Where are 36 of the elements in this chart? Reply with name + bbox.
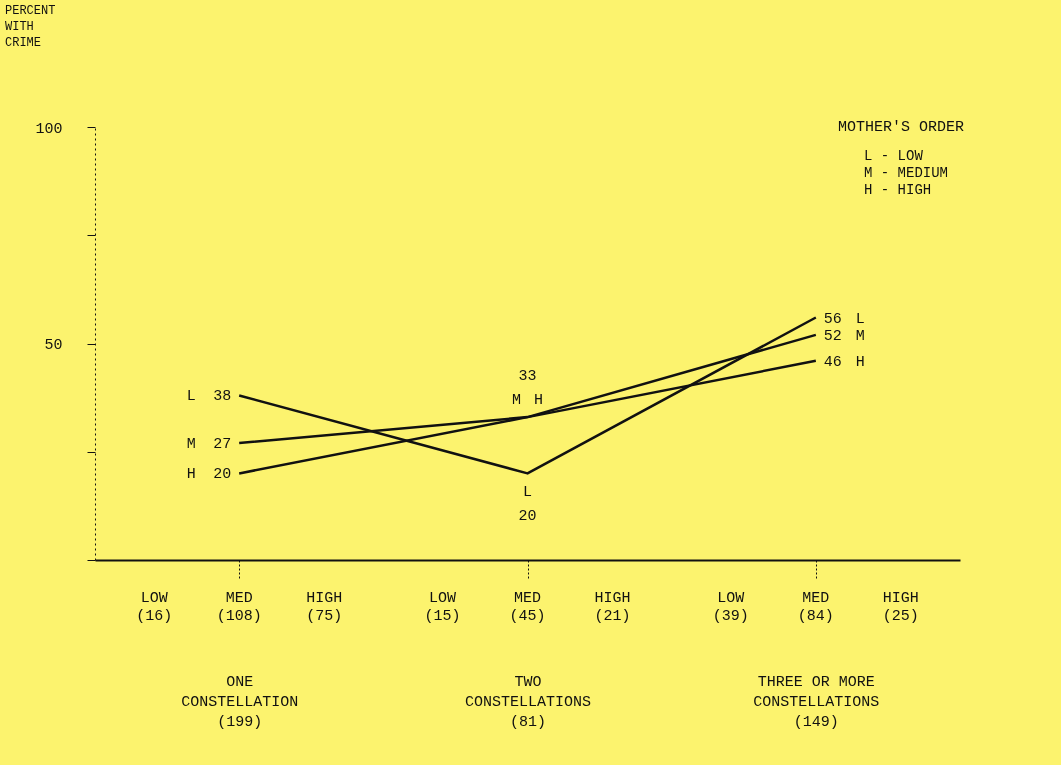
text: M [855,327,865,345]
text: H [186,466,196,484]
data-label: 27 [213,436,232,454]
text: M [186,436,196,454]
annotation: MOTHER'S ORDER [838,119,965,136]
y-tick-label: 50 [44,337,63,354]
data-label: 52 [823,327,842,345]
data-label: 46 [823,353,842,371]
series-label: H [533,392,544,410]
x-tick-label: TWO CONSTELLATIONS (81) [464,673,592,731]
data-label: 38 [213,388,232,406]
data-label: 20 [213,466,232,484]
y-tick-label: 100 [35,120,63,138]
text: LOW (15) [424,590,461,625]
text: L [855,310,865,328]
text: HIGH (25) [882,590,919,625]
data-label: 20 [518,508,537,526]
text: MED (84) [797,590,834,625]
text: MED (45) [509,590,546,625]
x-tick-label: THREE OR MORE CONSTELLATIONS (149) [753,673,880,731]
annotation: H - HIGH [864,182,932,198]
text: LOW (16) [136,590,173,625]
text: MED (108) [216,590,262,625]
series-label: L [522,484,533,502]
text: LOW (39) [712,590,749,625]
data-label: 33 [518,368,537,386]
text: HIGH (21) [594,590,631,625]
text: HIGH (75) [306,590,343,625]
text: L [186,388,196,406]
series-label: M [511,392,522,410]
text: H [855,353,865,371]
annotation: M - MEDIUM [864,165,949,181]
annotation: L - LOW [864,148,924,164]
data-label: 56 [823,310,842,328]
text: PERCENT WITH CRIME [5,4,56,50]
x-tick-label: ONE CONSTELLATION (199) [181,673,299,731]
